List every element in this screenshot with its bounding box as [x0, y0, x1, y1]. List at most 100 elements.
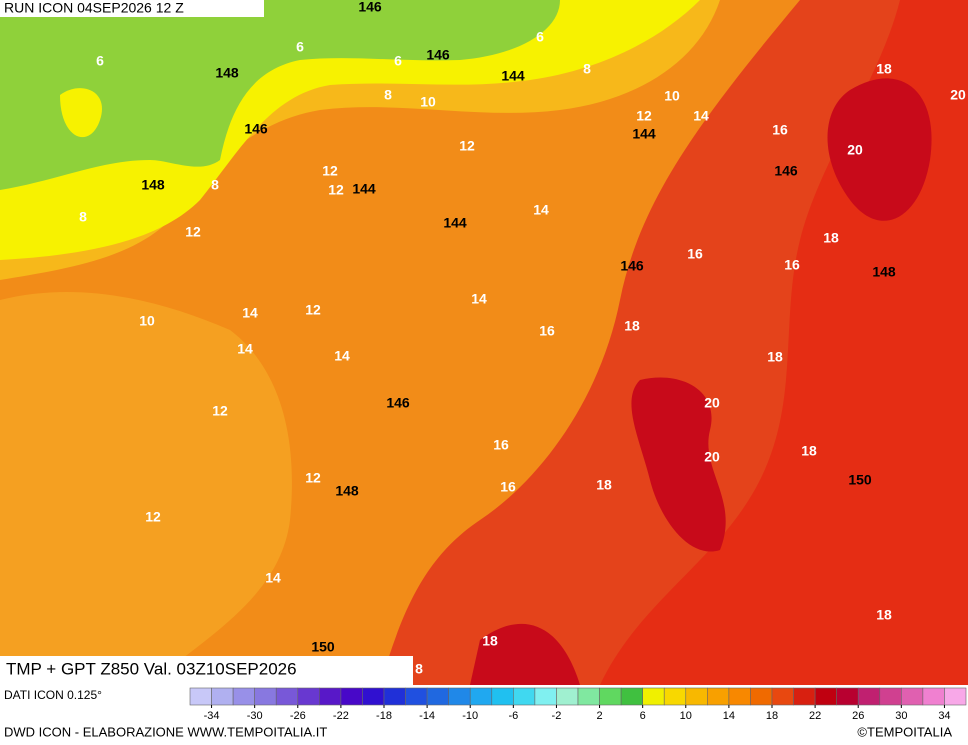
colorbar-tick-label: 14: [723, 710, 735, 722]
temperature-label: 16: [493, 437, 509, 453]
colorbar-swatch: [663, 687, 687, 706]
geopotential-label: 146: [620, 258, 644, 274]
temperature-label: 12: [636, 108, 652, 124]
colorbar-tick-label: -14: [419, 710, 435, 722]
temperature-label: 18: [482, 633, 498, 649]
temperature-label: 6: [394, 53, 402, 69]
region-green: [0, 0, 560, 190]
temperature-label: 10: [139, 313, 155, 329]
temperature-label: 8: [583, 61, 591, 77]
temperature-label: 18: [767, 349, 783, 365]
geopotential-label: 144: [352, 181, 376, 197]
region-yellow-patch: [60, 88, 102, 138]
colorbar-swatch: [857, 687, 881, 706]
geopotential-label: 146: [244, 121, 268, 137]
temperature-label: 18: [596, 477, 612, 493]
colorbar-swatch: [189, 687, 212, 706]
temperature-label: 12: [459, 138, 475, 154]
temperature-label: 8: [211, 177, 219, 193]
colorbar-swatch: [469, 687, 493, 706]
colorbar-swatch: [319, 687, 342, 706]
temperature-label: 6: [296, 39, 304, 55]
temperature-label: 8: [79, 209, 87, 225]
temperature-label: 20: [950, 87, 966, 103]
colorbar-swatch: [556, 687, 579, 706]
temperature-label: 6: [96, 53, 104, 69]
geopotential-label: 150: [311, 639, 335, 655]
map: RUN ICON 04SEP2026 12 Z TMP + GPT Z850 V…: [0, 0, 968, 685]
temperature-label: 20: [704, 449, 720, 465]
colorbar-swatch: [577, 687, 600, 706]
temperature-label: 14: [242, 305, 258, 321]
colorbar-swatch: [814, 687, 837, 706]
colorbar-swatch: [707, 687, 730, 706]
temperature-label: 12: [185, 224, 201, 240]
product-box: [0, 656, 413, 685]
geopotential-label: 148: [872, 264, 896, 280]
colorbar-tick-label: -22: [333, 710, 349, 722]
colorbar-swatch: [275, 687, 299, 706]
temperature-label: 12: [145, 509, 161, 525]
colorbar-tick-label: -10: [462, 710, 478, 722]
colorbar-swatch: [901, 687, 924, 706]
copyright: ©TEMPOITALIA: [857, 724, 952, 739]
credits: DWD ICON - ELABORAZIONE WWW.TEMPOITALIA.…: [4, 724, 327, 739]
colorbar-swatch: [685, 687, 708, 706]
temperature-label: 14: [693, 108, 709, 124]
temperature-label: 16: [772, 122, 788, 138]
colorbar-swatch: [728, 687, 751, 706]
temperature-label: 6: [536, 29, 544, 45]
colorbar-swatch: [793, 687, 816, 706]
geopotential-label: 144: [501, 68, 525, 84]
region-cool: [0, 291, 292, 685]
region-hottest: [631, 377, 726, 552]
temperature-label: 10: [664, 88, 680, 104]
colorbar-tick-label: 2: [596, 710, 602, 722]
colorbar-swatch: [297, 687, 320, 706]
colorbar-tick-label: -6: [508, 710, 518, 722]
temperature-label: 18: [823, 230, 839, 246]
geopotential-label: 148: [215, 65, 239, 81]
temperature-label: 20: [704, 395, 720, 411]
temperature-label: 18: [876, 61, 892, 77]
temperature-label: 14: [533, 202, 549, 218]
temperature-label: 12: [305, 302, 321, 318]
temperature-label: 12: [305, 470, 321, 486]
temperature-label: 12: [212, 403, 228, 419]
temperature-label: 14: [265, 570, 281, 586]
temperature-label: 14: [237, 341, 253, 357]
temperature-label: 18: [801, 443, 817, 459]
temperature-label: 12: [328, 182, 344, 198]
geopotential-label: 144: [632, 126, 656, 142]
temperature-label: 14: [471, 291, 487, 307]
colorbar-tick-label: 6: [640, 710, 646, 722]
colorbar-swatch: [771, 687, 794, 706]
colorbar-swatch: [534, 687, 557, 706]
geopotential-label: 146: [386, 395, 410, 411]
colorbar-tick-label: 30: [895, 710, 907, 722]
colorbar-swatch: [232, 687, 255, 706]
colorbar-swatch: [362, 687, 385, 706]
colorbar-swatch: [383, 687, 406, 706]
colorbar-tick-label: 22: [809, 710, 821, 722]
map-labels: 6 6 6 6 8 8 10 10 12 14 12 12 12 8 8 12 14 16 18 20 20 18 16 16…: [79, 0, 966, 677]
colorbar-tick-label: -30: [247, 710, 263, 722]
colorbar-swatch: [491, 687, 514, 706]
geopotential-label: 150: [848, 472, 872, 488]
geopotential-label: 146: [774, 163, 798, 179]
region-hottest: [470, 623, 580, 685]
colorbar-swatch: [405, 687, 428, 706]
colorbar-swatch: [211, 687, 234, 706]
colorbar-swatch: [879, 687, 902, 706]
colorbar-tick-label: 26: [852, 710, 864, 722]
temperature-label: 8: [415, 661, 423, 677]
colorbar-swatch: [254, 687, 277, 706]
colorbar-tick-label: 34: [938, 710, 950, 722]
colorbar-tick-label: -26: [290, 710, 306, 722]
colorbar-tick-label: 10: [680, 710, 692, 722]
temperature-label: 16: [539, 323, 555, 339]
colorbar-swatch: [836, 687, 859, 706]
colorbar-swatch: [599, 687, 622, 706]
temperature-label: 14: [334, 348, 350, 364]
temperature-label: 20: [847, 142, 863, 158]
